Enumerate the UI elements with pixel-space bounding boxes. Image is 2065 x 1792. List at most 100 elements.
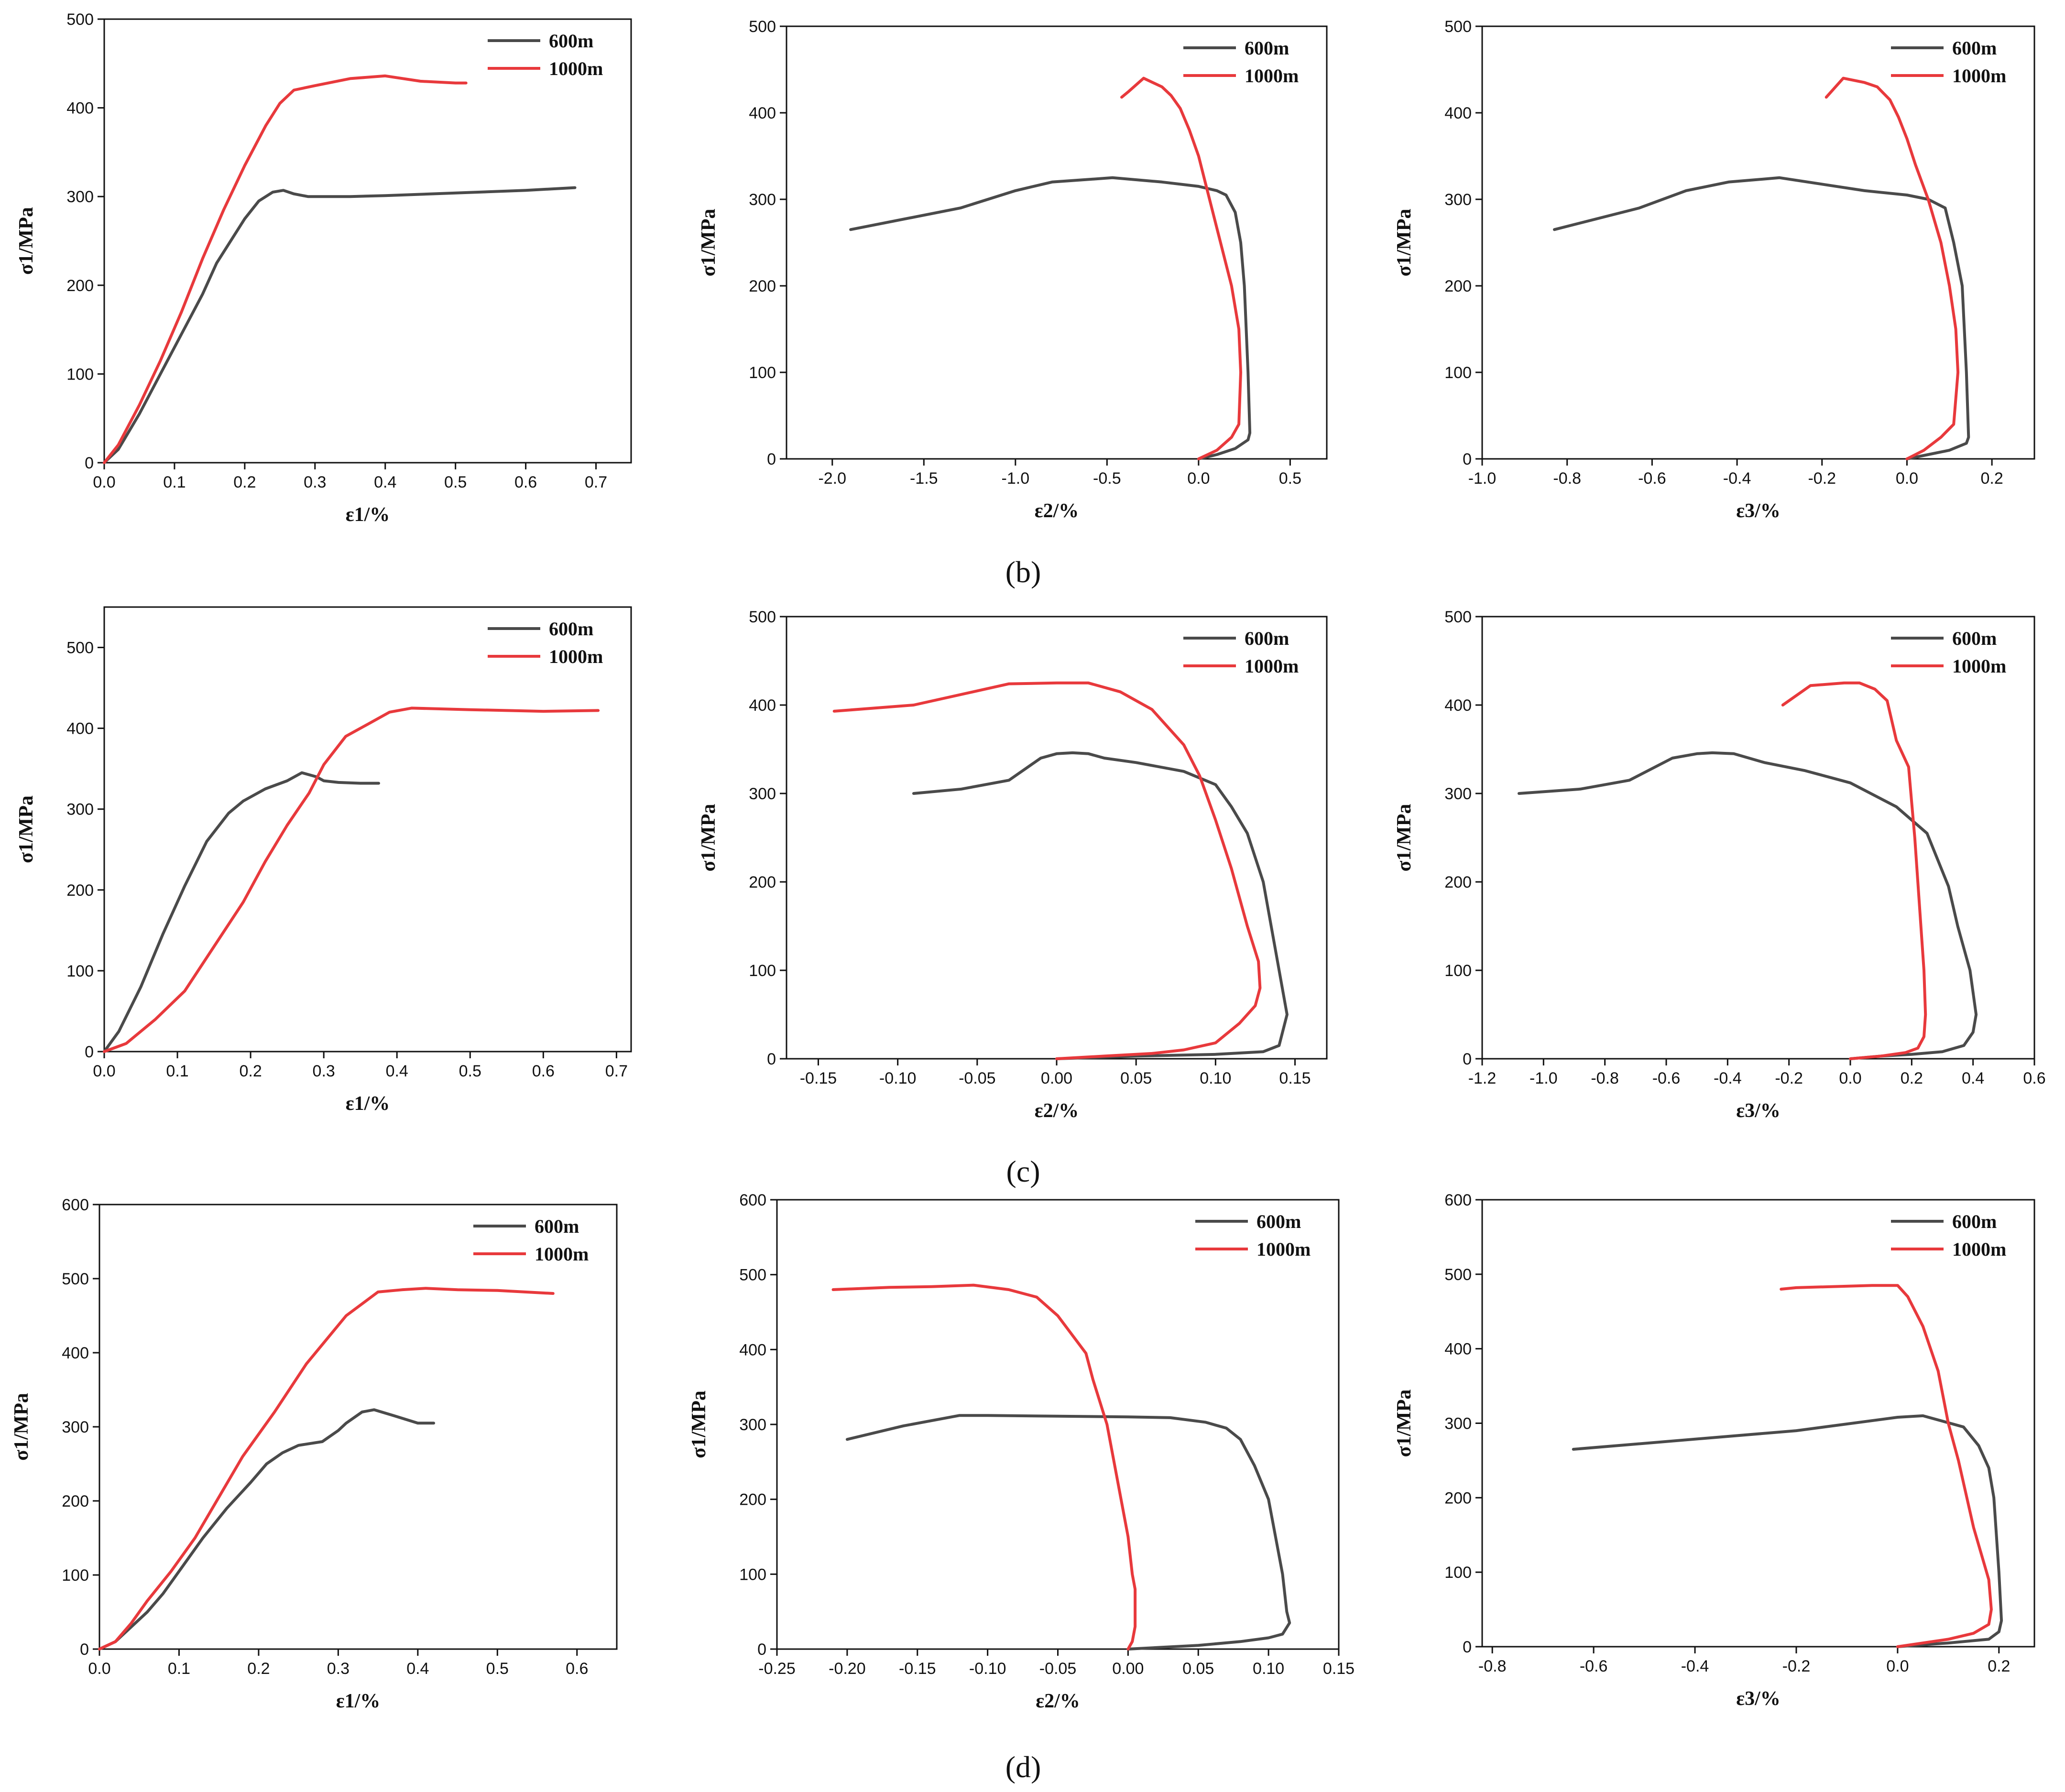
x-tick-label: 0.2	[1988, 1657, 2010, 1675]
y-tick-label: 400	[1444, 104, 1472, 122]
legend-label-600m: 600m	[1256, 1211, 1301, 1232]
series-line-600m	[1518, 751, 1978, 1060]
legend-label-600m: 600m	[535, 1216, 579, 1237]
chart-d1: 0.0 0.1 0.2 0.3 0.4 0.5 0.6 0 100 200 300 400 500 600…	[11, 1196, 618, 1712]
y-tick-label: 300	[749, 191, 776, 209]
y-tick-label: 600	[739, 1191, 766, 1209]
series-line-600m	[845, 1414, 1291, 1651]
y-tick-label: 600	[62, 1196, 89, 1214]
x-tick-label: -0.4	[1681, 1657, 1709, 1675]
x-tick-label: -0.10	[969, 1660, 1006, 1678]
x-tick-label: 0.4	[374, 473, 396, 491]
x-tick-label: -0.4	[1723, 469, 1751, 488]
y-tick-label: 0	[1463, 450, 1472, 468]
legend-label-600m: 600m	[1952, 628, 1997, 649]
y-tick-label: 0	[85, 454, 94, 472]
y-tick-label: 500	[1444, 1266, 1472, 1284]
x-tick-label: 0.00	[1041, 1069, 1072, 1087]
plot-frame	[776, 1199, 1340, 1650]
chart-c1: 0.0 0.1 0.2 0.3 0.4 0.5 0.6 0.7 0 100 200 300 400 500…	[15, 606, 632, 1115]
y-tick-label: 100	[1444, 1564, 1472, 1582]
x-tick-label: 0.1	[168, 1660, 190, 1678]
legend-label-1000m: 1000m	[1952, 1238, 2006, 1260]
y-tick-label: 200	[66, 277, 94, 295]
caption-b: (b)	[1005, 555, 1041, 589]
x-tick-label: 0.4	[386, 1062, 408, 1080]
x-tick-label: -0.8	[1591, 1069, 1619, 1087]
chart-b1: 0.0 0.1 0.2 0.3 0.4 0.5 0.6 0.7 0 100 200 300 400 500…	[15, 11, 632, 526]
legend-label-600m: 600m	[549, 30, 593, 52]
x-tick-label: 0.5	[459, 1062, 481, 1080]
y-axis-label: σ1/MPa	[11, 1393, 33, 1461]
x-tick-label: 0.05	[1182, 1660, 1214, 1678]
y-tick-label: 300	[1444, 191, 1472, 209]
y-tick-label: 600	[1444, 1191, 1472, 1209]
legend-label-1000m: 1000m	[1952, 655, 2006, 677]
x-axis-label: ε3/%	[1736, 500, 1781, 522]
series-line-600m	[1572, 1414, 2003, 1648]
y-tick-label: 400	[749, 696, 776, 715]
y-tick-label: 0	[767, 1050, 776, 1068]
x-tick-label: 0.6	[532, 1062, 555, 1080]
plot-frame	[786, 25, 1328, 460]
x-tick-label: -0.6	[1580, 1657, 1608, 1675]
panels-layer: 0.0 0.1 0.2 0.3 0.4 0.5 0.6 0.7 0 100 200 300 400 500…	[11, 11, 2046, 1712]
series-line-600m	[103, 771, 380, 1053]
plot-frame	[98, 1204, 618, 1650]
legend-label-600m: 600m	[1245, 37, 1289, 59]
x-tick-label: -0.8	[1553, 469, 1581, 488]
x-tick-label: -0.5	[1093, 469, 1121, 488]
x-tick-label: -0.2	[1808, 469, 1836, 488]
y-tick-label: 400	[66, 720, 94, 738]
y-tick-label: 400	[749, 104, 776, 122]
x-tick-label: 0.2	[1901, 1069, 1923, 1087]
y-tick-label: 500	[739, 1266, 766, 1284]
x-axis-label: ε1/%	[346, 504, 390, 526]
y-axis-label: σ1/MPa	[698, 804, 720, 872]
legend-label-1000m: 1000m	[549, 58, 603, 79]
x-tick-label: 0.10	[1200, 1069, 1231, 1087]
series-line-1000m	[1120, 76, 1242, 460]
x-tick-label: 0.4	[406, 1660, 429, 1678]
x-tick-label: 0.0	[1187, 469, 1210, 488]
x-tick-label: -0.15	[899, 1660, 936, 1678]
y-tick-label: 400	[1444, 696, 1472, 715]
series-line-1000m	[1825, 76, 1960, 460]
y-tick-label: 100	[1444, 962, 1472, 980]
x-tick-label: -0.05	[1039, 1660, 1077, 1678]
x-tick-label: -1.0	[1468, 469, 1497, 488]
y-tick-label: 100	[66, 962, 94, 980]
legend-label-600m: 600m	[1952, 1211, 1997, 1232]
x-tick-label: -0.15	[800, 1069, 837, 1087]
chart-c3: -1.2 -1.0 -0.8 -0.6 -0.4 -0.2 0.0 0.2 0.4 0.6 0 100…	[1393, 608, 2046, 1122]
x-tick-label: 0.5	[1279, 469, 1301, 488]
chart-c2: -0.15 -0.10 -0.05 0.00 0.05 0.10 0.15 0 100 200 30…	[698, 608, 1328, 1122]
x-tick-label: 0.2	[247, 1660, 270, 1678]
x-tick-label: -0.4	[1714, 1069, 1742, 1087]
legend-label-1000m: 1000m	[1245, 65, 1299, 87]
x-tick-label: -1.5	[910, 469, 938, 488]
y-tick-label: 0	[1463, 1638, 1472, 1656]
x-axis-label: ε1/%	[336, 1690, 381, 1712]
y-axis-label: σ1/MPa	[15, 795, 37, 863]
y-tick-label: 300	[66, 801, 94, 819]
x-tick-label: 0.2	[239, 1062, 262, 1080]
series-line-1000m	[831, 1283, 1137, 1651]
x-tick-label: -0.8	[1478, 1657, 1507, 1675]
chart-b2: -2.0 -1.5 -1.0 -0.5 0.0 0.5 0 100 200 300 400 500 ε2…	[698, 18, 1328, 522]
x-tick-label: 0.6	[2023, 1069, 2045, 1087]
y-tick-label: 0	[767, 450, 776, 468]
x-tick-label: 0.5	[486, 1660, 509, 1678]
x-tick-label: 0.0	[1886, 1657, 1909, 1675]
x-tick-label: -0.10	[879, 1069, 917, 1087]
x-tick-label: 0.2	[1981, 469, 2003, 488]
y-tick-label: 400	[1444, 1340, 1472, 1358]
x-tick-label: 0.10	[1253, 1660, 1284, 1678]
y-tick-label: 300	[62, 1418, 89, 1436]
x-tick-label: 0.0	[93, 473, 115, 491]
x-axis-label: ε3/%	[1736, 1100, 1781, 1122]
y-tick-label: 400	[62, 1344, 89, 1362]
x-tick-label: 0.2	[233, 473, 256, 491]
y-tick-label: 500	[1444, 608, 1472, 626]
